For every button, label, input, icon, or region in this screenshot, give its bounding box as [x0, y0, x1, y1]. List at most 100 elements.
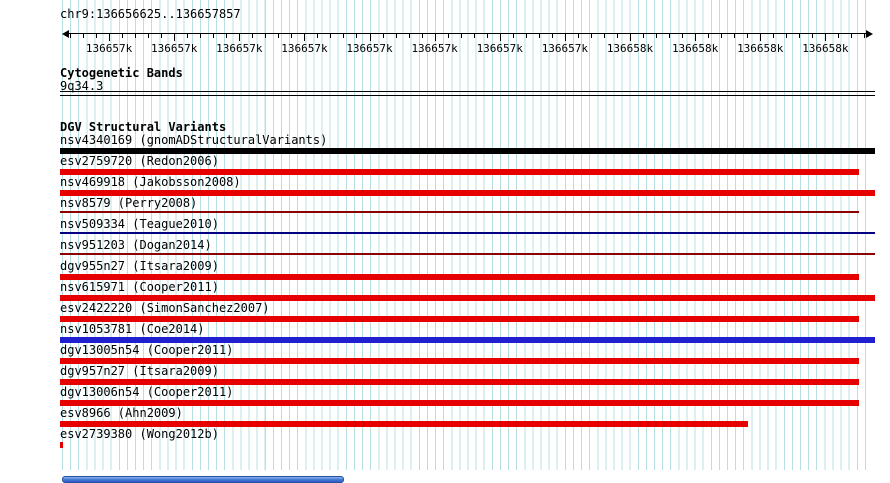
ruler-minor-tick [486, 34, 488, 38]
variant-track: nsv615971 (Cooper2011) [60, 281, 875, 302]
ruler-tick-label: 136658k [671, 42, 719, 55]
ruler-minor-tick [799, 34, 801, 38]
variant-bar[interactable] [60, 190, 875, 196]
ruler-minor-tick [473, 34, 475, 38]
ruler-minor-tick [669, 34, 671, 38]
variant-bar[interactable] [60, 232, 875, 234]
variant-label: dgv13005n54 (Cooper2011) [60, 343, 234, 357]
ruler-minor-tick [317, 34, 319, 38]
ruler-minor-tick [69, 34, 71, 38]
variant-label: dgv955n27 (Itsara2009) [60, 259, 219, 273]
ruler-minor-tick [708, 34, 710, 38]
variant-label: nsv469918 (Jakobsson2008) [60, 175, 241, 189]
ruler-tick-label: 136657k [346, 42, 393, 55]
ruler-major-tick [434, 34, 436, 41]
ruler-tick-label: 136657k [216, 42, 263, 55]
variant-bar[interactable] [60, 274, 859, 280]
ruler-minor-tick [603, 34, 605, 38]
ruler-minor-tick [682, 34, 684, 38]
ruler-minor-tick [252, 34, 254, 38]
variant-label: esv8966 (Ahn2009) [60, 406, 183, 420]
ruler-minor-tick [851, 34, 853, 38]
ruler-major-tick [174, 34, 176, 41]
variant-label: nsv615971 (Cooper2011) [60, 280, 219, 294]
variant-track: esv2759720 (Redon2006) [60, 155, 875, 176]
ruler-minor-tick [278, 34, 280, 38]
ruler-minor-tick [656, 34, 658, 38]
variant-track: esv2422220 (SimonSanchez2007) [60, 302, 875, 323]
ruler-minor-tick [382, 34, 384, 38]
ruler-tick-label: 136657k [85, 42, 133, 55]
ruler-major-tick [564, 34, 566, 41]
ruler-major-tick [239, 34, 241, 41]
ruler-minor-tick [577, 34, 579, 38]
variant-label: dgv957n27 (Itsara2009) [60, 364, 219, 378]
ruler-major-tick [760, 34, 762, 41]
ruler-minor-tick [721, 34, 723, 38]
ruler-minor-tick [447, 34, 449, 38]
ruler-right-arrow-icon [866, 30, 873, 38]
dgv-structural-variants-heading: DGV Structural Variants [60, 120, 227, 134]
variant-track: dgv13005n54 (Cooper2011) [60, 344, 875, 365]
ruler-minor-tick [187, 34, 189, 38]
ruler-minor-tick [356, 34, 358, 38]
variant-label: esv2759720 (Redon2006) [60, 154, 219, 168]
region-locus: chr9:136656625..136657857 [60, 7, 241, 21]
variant-track: nsv1053781 (Coe2014) [60, 323, 875, 344]
variant-bar[interactable] [60, 442, 63, 448]
grid-lines [62, 0, 873, 470]
ruler-major-tick [630, 34, 631, 41]
variant-bar[interactable] [60, 379, 859, 385]
ruler-major-tick [304, 34, 306, 41]
ruler-minor-tick [812, 34, 814, 38]
ruler-minor-tick [538, 34, 540, 38]
variant-bar[interactable] [60, 295, 875, 301]
ruler-tick-label: 136657k [476, 42, 523, 55]
ruler-tick-label: 136657k [150, 42, 198, 55]
ruler-tick-label: 136658k [737, 42, 784, 55]
ruler-left-arrow-icon [62, 30, 69, 38]
ruler-minor-tick [122, 34, 124, 38]
ruler-minor-tick [265, 34, 267, 38]
browser-content: chr9:136656625..136657857 136657k 136657k… [60, 0, 875, 483]
variant-bar[interactable] [60, 421, 748, 427]
ruler-minor-tick [395, 34, 397, 38]
variant-track: nsv469918 (Jakobsson2008) [60, 176, 875, 197]
ruler-minor-tick [291, 34, 293, 38]
ruler-major-tick [369, 34, 371, 41]
ruler-tick-label: 136657k [541, 42, 589, 55]
ruler-major-tick [499, 34, 501, 41]
ruler-minor-tick [343, 34, 345, 38]
variant-track: esv8966 (Ahn2009) [60, 407, 875, 428]
ruler-minor-tick [747, 34, 749, 38]
horizontal-scrollbar[interactable] [0, 475, 890, 483]
variant-bar[interactable] [60, 316, 859, 322]
variant-bar[interactable] [60, 211, 859, 213]
ruler-minor-tick [616, 34, 618, 38]
variant-track: nsv4340169 (gnomADStructuralVariants) [60, 134, 875, 155]
variant-bar[interactable] [60, 400, 859, 406]
ruler-major-tick [109, 34, 111, 41]
variant-bar[interactable] [60, 253, 875, 255]
ruler-minor-tick [773, 34, 775, 38]
variant-bar[interactable] [60, 148, 875, 154]
horizontal-scrollbar-thumb[interactable] [62, 476, 344, 483]
variant-bar[interactable] [60, 337, 875, 343]
ruler-tick-label: 136658k [802, 42, 849, 55]
ruler-minor-tick [512, 34, 514, 38]
ruler-tick-label: 136658k [606, 42, 654, 55]
variant-bar[interactable] [60, 169, 859, 175]
cytoband-glyph[interactable] [60, 91, 875, 96]
variant-bar[interactable] [60, 358, 859, 364]
ruler-major-tick [825, 34, 827, 41]
ruler-minor-tick [408, 34, 410, 38]
ruler-minor-tick [95, 34, 97, 38]
ruler-minor-tick [590, 34, 592, 38]
variant-label: dgv13006n54 (Cooper2011) [60, 385, 234, 399]
ruler-major-tick [695, 34, 697, 41]
variant-track: esv2739380 (Wong2012b) [60, 428, 875, 449]
ruler-minor-tick [82, 34, 84, 38]
coordinate-ruler[interactable]: 136657k 136657k 136657k 136657k 136657k 13665… [62, 27, 873, 55]
variant-track: dgv13006n54 (Cooper2011) [60, 386, 875, 407]
variant-label: nsv1053781 (Coe2014) [60, 322, 205, 336]
